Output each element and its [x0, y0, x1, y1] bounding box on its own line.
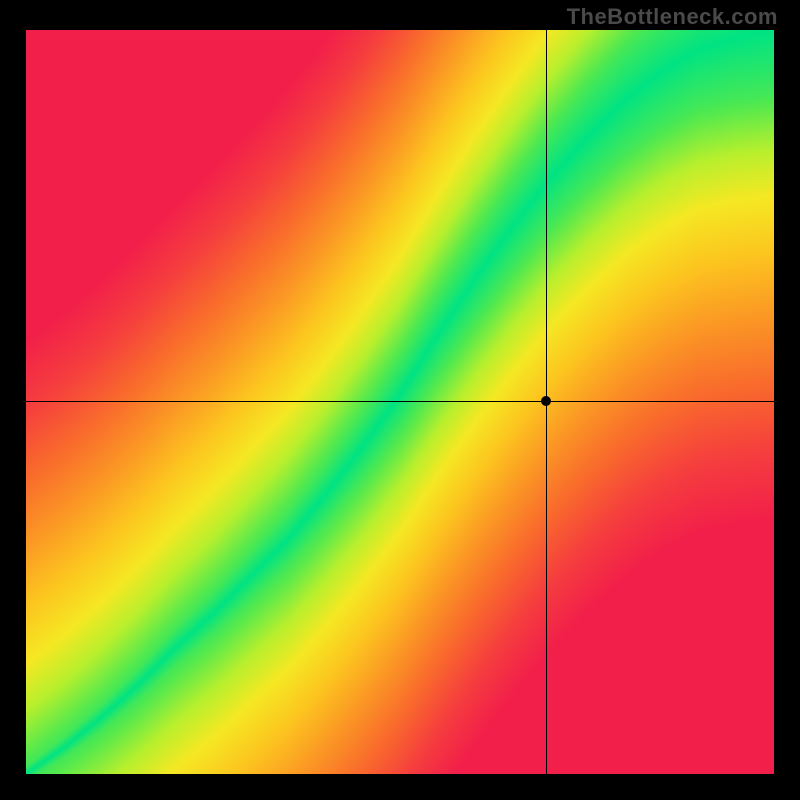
- watermark-text: TheBottleneck.com: [567, 4, 778, 30]
- crosshair-marker-dot: [541, 396, 551, 406]
- heatmap-canvas: [26, 30, 774, 774]
- bottleneck-heatmap: [26, 30, 774, 774]
- crosshair-horizontal: [26, 401, 774, 402]
